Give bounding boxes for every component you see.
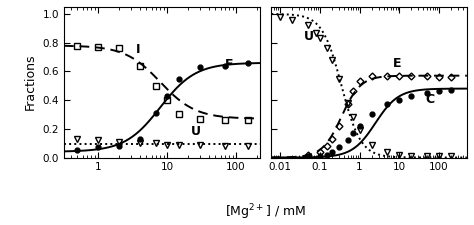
Text: F: F — [225, 58, 234, 72]
Text: U: U — [304, 30, 314, 43]
Text: [Mg$^{2+}$] / mM: [Mg$^{2+}$] / mM — [225, 202, 306, 222]
Text: C: C — [425, 93, 435, 106]
Text: U: U — [191, 125, 201, 138]
Y-axis label: Fractions: Fractions — [24, 54, 37, 110]
Text: E: E — [393, 57, 401, 70]
Text: I: I — [136, 43, 140, 56]
